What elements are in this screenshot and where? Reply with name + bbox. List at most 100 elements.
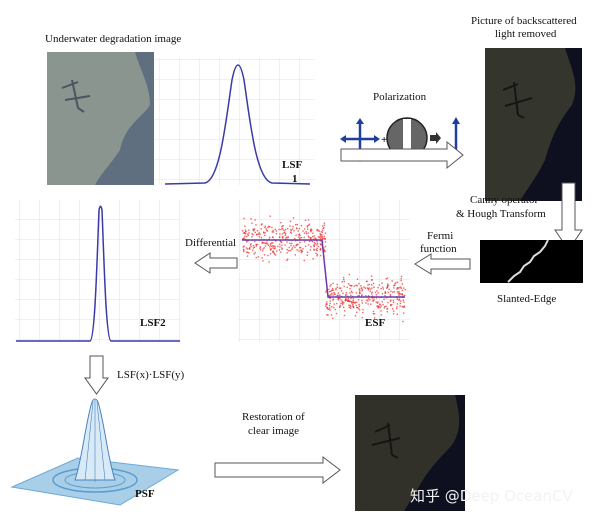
- esf-scatter-point: [286, 258, 289, 260]
- esf-scatter-point: [396, 306, 398, 308]
- esf-scatter-point: [386, 308, 388, 310]
- esf-scatter-point: [285, 238, 287, 240]
- esf-scatter-point: [387, 301, 389, 304]
- esf-scatter-point: [358, 282, 360, 285]
- esf-scatter-point: [257, 233, 260, 235]
- esf-scatter-point: [310, 240, 312, 242]
- esf-scatter-point: [300, 236, 303, 239]
- esf-scatter-point: [335, 312, 338, 315]
- esf-scatter-point: [358, 305, 361, 308]
- esf-scatter-point: [243, 232, 246, 235]
- esf-scatter-point: [281, 225, 283, 228]
- esf-scatter-point: [282, 237, 284, 239]
- esf-scatter-point: [280, 241, 283, 243]
- esf-scatter-point: [325, 291, 327, 293]
- esf-scatter-point: [292, 225, 294, 228]
- esf-scatter-point: [316, 229, 318, 231]
- esf-scatter-point: [298, 250, 300, 252]
- esf-scatter-point: [392, 291, 394, 293]
- esf-scatter-point: [341, 302, 344, 304]
- esf-scatter-point: [377, 301, 379, 303]
- esf-scatter-point: [372, 310, 375, 313]
- esf-scatter-point: [335, 289, 337, 291]
- fermi-label-2: function: [420, 243, 457, 255]
- esf-scatter-point: [299, 247, 301, 249]
- esf-scatter-point: [243, 245, 245, 247]
- esf-scatter-point: [264, 226, 266, 229]
- esf-scatter-point: [271, 231, 273, 233]
- esf-scatter-point: [387, 283, 389, 285]
- esf-scatter-point: [400, 277, 402, 280]
- esf-scatter-point: [315, 252, 317, 255]
- esf-scatter-point: [260, 237, 263, 239]
- esf-scatter-point: [296, 249, 298, 251]
- esf-scatter-point: [396, 281, 399, 283]
- esf-scatter-point: [319, 243, 322, 245]
- esf-scatter-point: [369, 299, 371, 301]
- esf-scatter-point: [263, 232, 265, 234]
- esf-scatter-point: [326, 307, 328, 309]
- esf-scatter-point: [242, 248, 245, 251]
- esf-scatter-point: [381, 293, 384, 295]
- fermi-left-arrow: [414, 253, 471, 275]
- esf-scatter-point: [313, 245, 315, 247]
- esf-scatter-point: [265, 228, 267, 230]
- esf-scatter-point: [307, 219, 310, 221]
- esf-scatter-point: [340, 290, 343, 292]
- esf-scatter-point: [311, 240, 314, 243]
- esf-scatter-point: [259, 246, 262, 248]
- esf-scatter-point: [335, 287, 337, 290]
- esf-scatter-point: [306, 254, 308, 256]
- esf-scatter-point: [390, 304, 392, 307]
- esf-scatter-point: [322, 225, 324, 227]
- esf-scatter-point: [252, 230, 255, 232]
- esf-scatter-point: [357, 306, 359, 309]
- esf-scatter-point: [278, 249, 281, 251]
- esf-scatter-point: [289, 249, 292, 252]
- esf-scatter-point: [262, 242, 265, 244]
- esf-scatter-point: [253, 253, 255, 255]
- esf-scatter-point: [290, 244, 292, 247]
- esf-scatter-point: [359, 289, 361, 292]
- esf-scatter-point: [302, 230, 304, 232]
- esf-scatter-point: [378, 305, 380, 308]
- esf-scatter-point: [392, 299, 395, 302]
- esf-scatter-point: [258, 236, 261, 238]
- slanted-edge-image: [480, 239, 583, 283]
- esf-scatter-point: [341, 300, 343, 303]
- esf-scatter-point: [399, 305, 401, 307]
- esf-scatter-point: [296, 227, 298, 229]
- restored-clear-photo: [355, 395, 465, 511]
- esf-scatter-point: [248, 232, 250, 234]
- esf-scatter-point: [242, 238, 244, 240]
- esf-scatter-point: [268, 225, 270, 228]
- esf-scatter-point: [272, 229, 274, 232]
- esf-scatter-points: [242, 215, 407, 323]
- esf-scatter-point: [316, 249, 318, 252]
- esf-scatter-point: [303, 259, 305, 262]
- esf-scatter-point: [250, 245, 252, 248]
- esf-scatter-point: [398, 293, 401, 295]
- esf-scatter-point: [372, 313, 375, 315]
- esf-scatter-point: [253, 228, 255, 231]
- esf-scatter-point: [326, 308, 329, 310]
- plus-sign: +: [381, 134, 387, 146]
- esf-scatter-point: [289, 220, 292, 222]
- esf-scatter-point: [275, 230, 277, 232]
- esf-scatter-point: [385, 292, 387, 294]
- esf-scatter-point: [323, 250, 326, 252]
- esf-scatter-point: [376, 305, 378, 307]
- esf-scatter-point: [312, 235, 314, 238]
- esf-scatter-point: [400, 300, 402, 302]
- esf-scatter-point: [320, 247, 322, 250]
- esf-scatter-point: [250, 218, 252, 220]
- esf-scatter-point: [338, 287, 341, 289]
- esf-scatter-point: [330, 294, 332, 296]
- esf-scatter-point: [373, 317, 376, 319]
- esf-scatter-point: [345, 299, 348, 301]
- esf-scatter-point: [392, 313, 395, 315]
- esf-scatter-point: [396, 288, 398, 290]
- esf-scatter-point: [269, 215, 271, 217]
- esf-scatter-point: [251, 236, 253, 238]
